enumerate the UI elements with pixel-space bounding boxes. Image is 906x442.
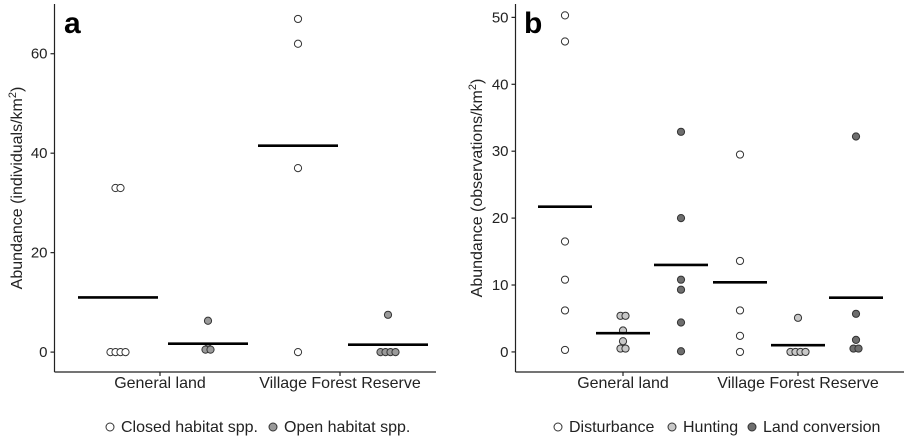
data-point <box>801 347 810 357</box>
x-category-label: Village Forest Reserve <box>717 375 879 392</box>
data-point <box>735 331 745 340</box>
x-category-label: Village Forest Reserve <box>259 375 421 392</box>
panel-b: b 0 10 20 30 40 50 General land Village Forest… <box>467 4 904 436</box>
data-point <box>676 347 686 356</box>
data-point <box>676 318 686 327</box>
data-point <box>293 39 303 48</box>
data-point <box>391 348 400 357</box>
data-point <box>735 256 745 266</box>
legend-label: Open habitat spp. <box>284 419 410 436</box>
legend-swatch <box>667 422 677 432</box>
panel-b-x-categories: General land Village Forest Reserve <box>577 372 879 392</box>
data-point <box>560 237 570 246</box>
panel-b-mean-lines <box>538 205 883 347</box>
data-point <box>621 344 630 353</box>
data-point <box>206 345 215 354</box>
data-point <box>293 164 303 173</box>
legend-label: Closed habitat spp. <box>121 419 258 436</box>
data-point <box>560 306 570 315</box>
data-point <box>383 310 393 319</box>
legend-label: Hunting <box>683 419 738 436</box>
data-point <box>116 183 125 193</box>
data-point <box>560 11 570 20</box>
data-point <box>851 309 861 318</box>
panel-a-y-ticks: 0 20 40 60 <box>31 46 55 361</box>
legend-swatch <box>268 422 278 432</box>
data-point <box>735 347 745 357</box>
legend-label: Land conversion <box>763 419 880 436</box>
panel-a-letter: a <box>64 7 81 40</box>
panel-a-legend: Closed habitat spp. Open habitat spp. <box>105 419 410 436</box>
data-point <box>676 214 686 223</box>
data-point <box>851 132 861 141</box>
data-point <box>676 127 686 136</box>
y-tick-label: 0 <box>39 344 47 361</box>
x-category-label: General land <box>114 375 206 392</box>
data-point <box>293 348 303 357</box>
data-point <box>560 37 570 46</box>
y-tick-label: 60 <box>31 46 48 63</box>
data-point <box>793 313 803 322</box>
data-point <box>618 337 628 346</box>
y-tick-label: 50 <box>492 9 509 26</box>
data-point <box>621 311 630 320</box>
panel-b-points <box>560 11 863 357</box>
legend-label: Disturbance <box>569 419 654 436</box>
y-tick-label: 40 <box>31 145 48 162</box>
data-point <box>560 275 570 284</box>
y-tick-label: 20 <box>492 210 509 227</box>
x-category-label: General land <box>577 375 669 392</box>
panel-a: a 0 20 40 60 General land Village Forest Res… <box>7 4 436 436</box>
data-point <box>735 306 745 315</box>
legend-swatch <box>747 422 757 432</box>
data-point <box>735 150 745 159</box>
y-tick-label: 40 <box>492 76 509 93</box>
legend-swatch <box>105 422 115 432</box>
panel-a-y-axis-title: Abundance (individuals/km2) <box>7 87 26 290</box>
data-point <box>203 316 213 325</box>
data-point <box>851 335 861 344</box>
y-tick-label: 10 <box>492 277 509 294</box>
panel-a-x-categories: General land Village Forest Reserve <box>114 372 421 392</box>
y-tick-label: 30 <box>492 143 509 160</box>
panel-b-y-ticks: 0 10 20 30 40 50 <box>492 9 516 361</box>
y-tick-label: 0 <box>500 344 508 361</box>
panel-a-mean-lines <box>78 144 428 346</box>
panel-b-y-axis-title: Abundance (observations/km2) <box>467 79 486 298</box>
data-point <box>854 344 863 353</box>
data-point <box>676 285 686 294</box>
y-tick-label: 20 <box>31 245 48 262</box>
data-point <box>676 275 686 284</box>
data-point <box>121 348 130 357</box>
data-point <box>293 14 303 24</box>
panel-b-letter: b <box>524 7 542 40</box>
data-point <box>560 345 570 355</box>
legend-swatch <box>553 422 563 432</box>
panel-b-legend: Disturbance Hunting Land conversion <box>553 419 880 436</box>
panel-a-points <box>106 14 400 357</box>
